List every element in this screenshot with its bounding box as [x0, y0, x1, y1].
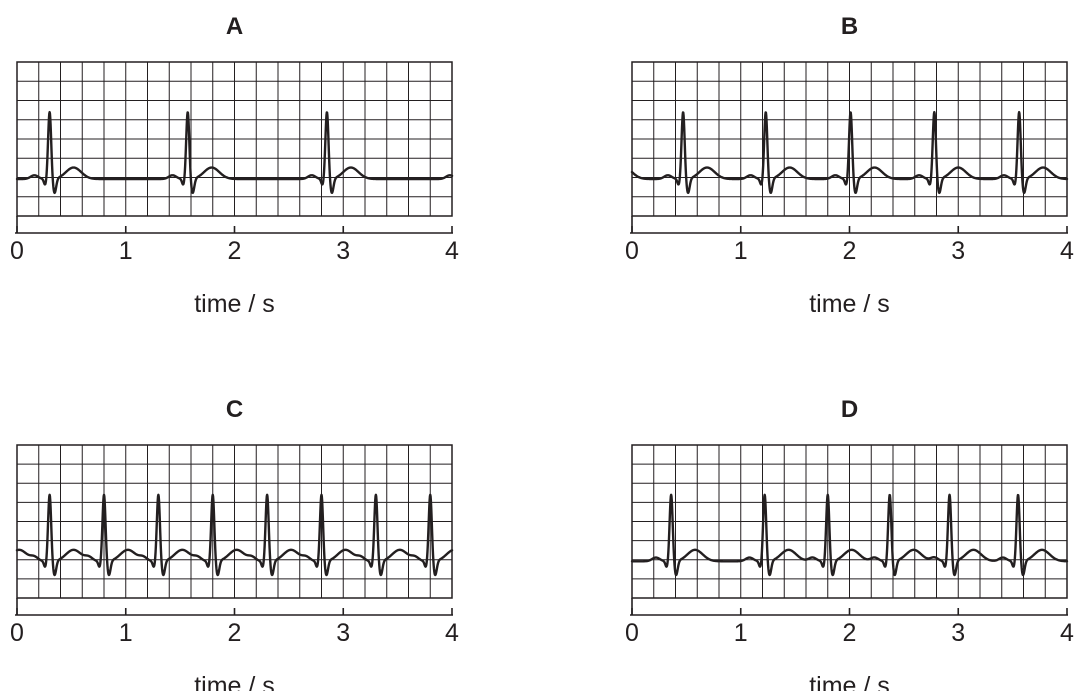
panel-label: C	[226, 396, 243, 423]
x-tick-label: 0	[10, 619, 24, 647]
x-tick-label: 3	[951, 237, 965, 265]
panel-label: A	[226, 13, 243, 40]
x-axis-title: time / s	[194, 672, 275, 691]
x-tick-label: 0	[625, 237, 639, 265]
plot-frame	[16, 61, 453, 217]
x-axis-title: time / s	[809, 672, 890, 691]
ecg-panel-d: D 0 1 2 3 4 time / s	[625, 396, 1074, 691]
x-tick-label: 1	[119, 237, 133, 265]
x-tick-label: 3	[951, 619, 965, 647]
x-tick-label: 2	[228, 619, 242, 647]
plot-frame	[16, 444, 453, 599]
grid	[17, 62, 452, 216]
x-tick-label: 3	[336, 237, 350, 265]
x-tick-label: 3	[336, 619, 350, 647]
x-tick-label: 4	[445, 237, 459, 265]
x-axis-title: time / s	[809, 290, 890, 318]
x-tick-label: 1	[734, 619, 748, 647]
plot-frame	[631, 444, 1068, 599]
x-tick-label: 4	[1060, 619, 1074, 647]
x-tick-label: 1	[119, 619, 133, 647]
x-tick-label: 0	[625, 619, 639, 647]
panel-label: D	[841, 396, 858, 423]
x-axis-title: time / s	[194, 290, 275, 318]
x-tick-label: 4	[445, 619, 459, 647]
x-tick-label: 2	[228, 237, 242, 265]
ecg-panel-c: C 0 1 2 3 4 time / s	[10, 396, 459, 691]
panel-label: B	[841, 13, 858, 40]
ecg-trace	[15, 110, 454, 195]
ecg-panel-a: A 0 1 2 3 4 time / s	[10, 13, 459, 318]
x-tick-label: 0	[10, 237, 24, 265]
x-tick-label: 2	[843, 237, 857, 265]
x-tick-label: 2	[843, 619, 857, 647]
ecg-trace	[15, 493, 454, 577]
plot-frame	[631, 61, 1068, 217]
grid	[632, 445, 1067, 598]
grid	[17, 445, 452, 598]
ecg-trace	[630, 110, 1069, 195]
x-tick-label: 4	[1060, 237, 1074, 265]
ecg-panel-b: B 0 1 2 3 4 time / s	[625, 13, 1074, 318]
x-tick-label: 1	[734, 237, 748, 265]
ecg-trace	[630, 493, 1069, 577]
